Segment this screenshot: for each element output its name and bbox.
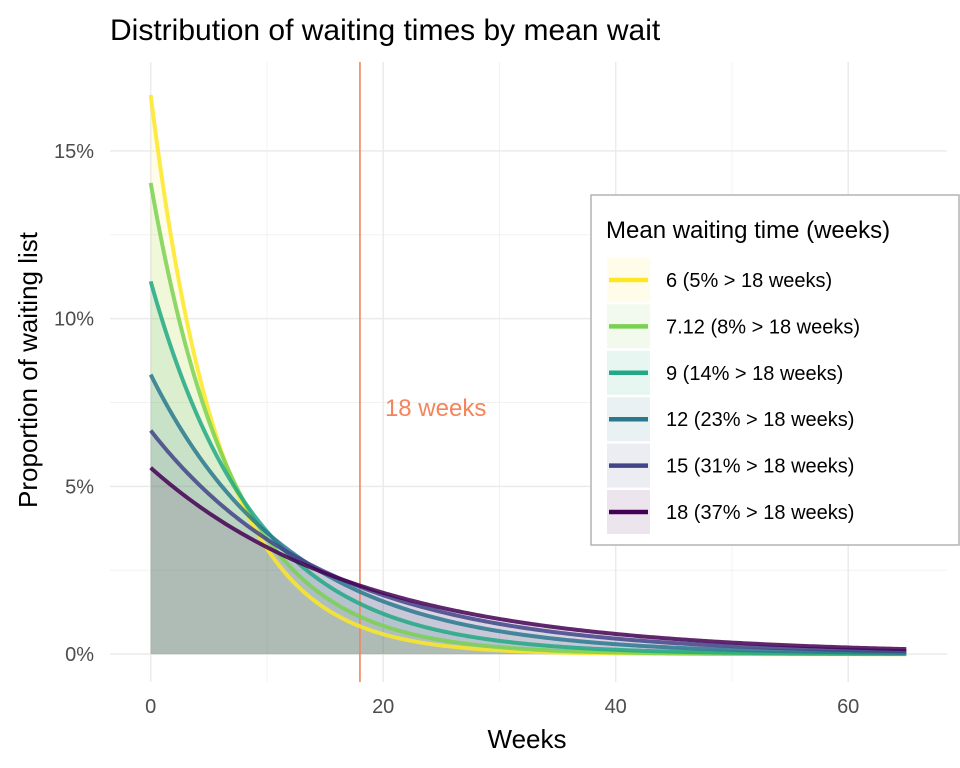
legend-items: 6 (5% > 18 weeks) 7.12 (8% > 18 weeks) 9 (… — [607, 258, 860, 534]
legend-item-label: 15 (31% > 18 weeks) — [666, 456, 854, 478]
series-area — [150, 374, 907, 655]
legend-item-label: 6 (5% > 18 weeks) — [666, 270, 832, 292]
series-line — [148, 373, 907, 655]
legend-item-label: 9 (14% > 18 weeks) — [666, 363, 843, 385]
reference-line-label: 18 weeks — [385, 395, 486, 422]
chart-title: Distribution of waiting times by mean wa… — [110, 14, 661, 47]
y-tick-label: 15% — [54, 141, 94, 163]
series-area — [150, 94, 907, 655]
x-tick-label: 0 — [145, 696, 156, 718]
legend-box — [590, 194, 960, 546]
legend: Mean waiting time (weeks) 6 (5% > 18 wee… — [590, 194, 960, 546]
series-area — [150, 430, 907, 655]
series-area — [150, 281, 907, 655]
x-axis-label: Weeks — [488, 724, 567, 754]
x-tick-label: 60 — [837, 696, 859, 718]
y-tick-label: 5% — [65, 476, 94, 498]
x-axis-ticks: 0 20 40 60 — [145, 696, 859, 718]
y-axis-label: Proportion of waiting list — [13, 231, 43, 508]
series-lines — [148, 94, 907, 657]
x-tick-label: 20 — [372, 696, 394, 718]
series-line — [149, 429, 907, 654]
legend-item-label: 18 (37% > 18 weeks) — [666, 502, 854, 524]
series-line — [149, 466, 907, 652]
y-axis-ticks: 0% 5% 10% 15% — [54, 141, 94, 666]
legend-title: Mean waiting time (weeks) — [606, 217, 890, 244]
y-tick-label: 10% — [54, 309, 94, 331]
x-tick-label: 40 — [605, 696, 627, 718]
legend-item-label: 7.12 (8% > 18 weeks) — [666, 316, 860, 338]
y-tick-label: 0% — [65, 644, 94, 666]
legend-item-label: 12 (23% > 18 weeks) — [666, 409, 854, 431]
series-area — [150, 182, 907, 655]
